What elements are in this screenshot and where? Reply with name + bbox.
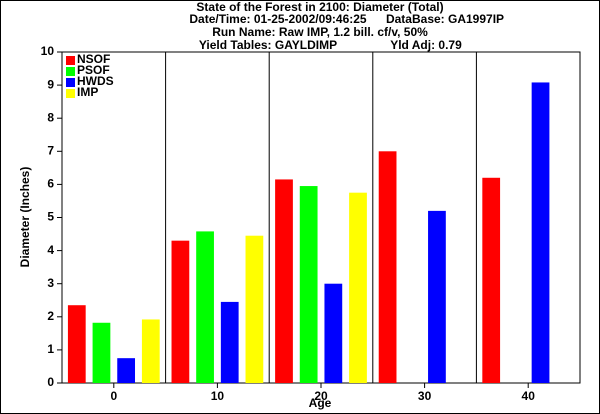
y-tick-label: 1 — [47, 342, 54, 356]
bar — [275, 179, 293, 383]
y-tick-label: 3 — [47, 276, 54, 290]
yield-tables: Yield Tables: GAYLDIMP — [199, 38, 337, 52]
run-name: Run Name: Raw IMP, 1.2 bill. cf/v, 50% — [212, 25, 428, 39]
y-tick-label: 9 — [47, 77, 54, 91]
x-tick-label: 20 — [314, 389, 328, 403]
bar — [196, 231, 214, 383]
bar — [482, 177, 501, 383]
legend-swatch — [66, 56, 75, 65]
legend-label: NSOF — [77, 52, 110, 66]
bar — [531, 82, 550, 384]
bar — [92, 322, 111, 383]
bar — [117, 358, 136, 383]
bar — [67, 305, 86, 383]
bar — [324, 283, 343, 383]
x-tick-label: 40 — [522, 389, 536, 403]
y-tick-label: 4 — [47, 243, 54, 257]
legend-swatch — [66, 89, 75, 98]
bar — [141, 319, 160, 383]
y-tick-label: 5 — [47, 210, 54, 224]
chart-title: State of the Forest in 2100: Diameter (T… — [196, 0, 443, 14]
bar — [378, 151, 397, 383]
y-tick-label: 2 — [47, 309, 54, 323]
y-tick-label: 0 — [47, 375, 54, 389]
y-axis-label: Diameter (Inches) — [18, 167, 32, 268]
legend-swatch — [66, 78, 75, 87]
y-tick-label: 10 — [41, 44, 55, 58]
y-tick-label: 8 — [47, 110, 54, 124]
database: DataBase: GA1997IP — [386, 12, 504, 26]
date-time: Date/Time: 01-25-2002/09:46:25 — [189, 12, 367, 26]
legend-label: HWDS — [77, 74, 114, 88]
legend-label: PSOF — [77, 63, 110, 77]
legend-label: IMP — [77, 85, 98, 99]
x-tick-label: 30 — [418, 389, 432, 403]
y-tick-label: 6 — [47, 177, 54, 191]
x-axis-label: Age — [309, 396, 332, 410]
bar — [428, 210, 446, 383]
y-tick-label: 7 — [47, 143, 54, 157]
yld-adj: Yld Adj: 0.79 — [390, 38, 462, 52]
x-tick-label: 10 — [211, 389, 225, 403]
bar — [171, 240, 190, 383]
bar — [349, 192, 367, 383]
bar — [245, 235, 264, 383]
bar — [299, 186, 318, 383]
legend-swatch — [66, 67, 75, 76]
bar — [220, 301, 239, 383]
x-tick-label: 0 — [110, 389, 117, 403]
